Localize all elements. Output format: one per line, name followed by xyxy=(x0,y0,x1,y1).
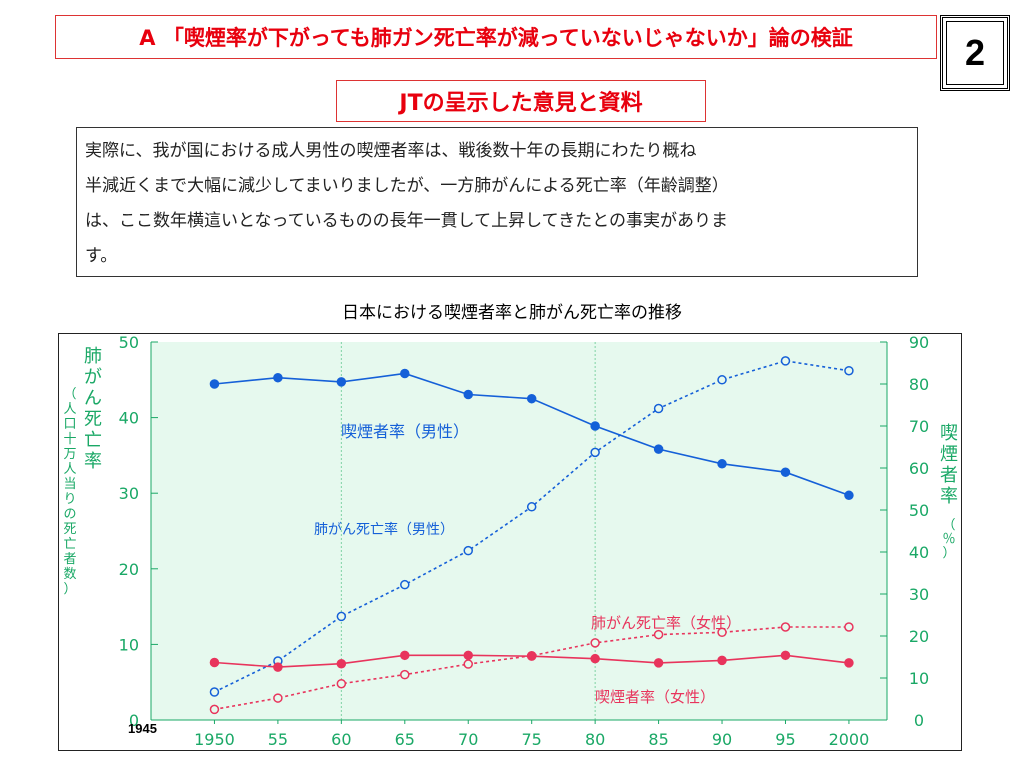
data-point xyxy=(590,638,600,648)
right-tick-label: 60 xyxy=(909,459,929,478)
x-tick-label: 90 xyxy=(712,730,732,749)
data-point xyxy=(463,659,473,669)
data-point xyxy=(273,372,283,383)
data-point xyxy=(844,365,854,376)
slide-title: A 「喫煙率が下がっても肺ガン死亡率が減っていないじゃないか」論の検証 xyxy=(55,15,937,59)
series-label: 喫煙者率（女性） xyxy=(595,688,715,706)
quote-line: 実際に、我が国における成人男性の喫煙者率は、戦後数十年の長期にわたり概ね xyxy=(85,141,697,161)
data-point xyxy=(717,459,727,469)
right-tick-label: 70 xyxy=(909,417,929,436)
x-tick-label: 65 xyxy=(395,730,415,749)
plot-area xyxy=(151,342,887,720)
data-point xyxy=(209,704,220,715)
chart-title: 日本における喫煙者率と肺がん死亡率の推移 xyxy=(342,303,682,323)
data-point xyxy=(717,655,727,666)
page-number: 2 xyxy=(940,15,1010,91)
data-point xyxy=(844,622,854,632)
right-tick-label: 30 xyxy=(909,585,929,604)
data-point xyxy=(780,622,791,632)
data-point xyxy=(590,421,600,431)
data-point xyxy=(400,579,410,590)
x-tick-label: 75 xyxy=(522,730,542,749)
series-label: 肺がん死亡率（女性） xyxy=(591,614,741,632)
data-point xyxy=(844,490,854,501)
quote-line: 半減近くまで大幅に減少してまいりましたが、一方肺がんによる死亡率（年齢調整） xyxy=(85,176,729,196)
data-point xyxy=(717,375,727,385)
data-point xyxy=(209,657,220,668)
quote-line: は、ここ数年横這いとなっているものの長年一貫して上昇してきたとの事実がありま xyxy=(85,211,728,231)
right-tick-label: 20 xyxy=(909,627,929,646)
data-point xyxy=(590,653,600,664)
x-tick-label: 1950 xyxy=(194,730,235,749)
data-point xyxy=(653,444,664,454)
quote-line: す。 xyxy=(85,246,118,266)
quote-box: 実際に、我が国における成人男性の喫煙者率は、戦後数十年の長期にわたり概ね 半減近… xyxy=(76,127,918,277)
data-point xyxy=(653,658,664,668)
data-point xyxy=(463,389,473,400)
left-tick-label: 30 xyxy=(119,484,139,503)
data-point xyxy=(209,379,220,389)
data-point xyxy=(463,650,473,661)
series-label: 喫煙者率（男性） xyxy=(341,422,469,441)
right-tick-label: 40 xyxy=(909,543,929,562)
data-point xyxy=(526,393,537,404)
x-start-label: 1945 xyxy=(128,721,157,736)
data-point xyxy=(400,650,410,661)
data-point xyxy=(590,447,600,458)
left-tick-label: 10 xyxy=(119,635,139,654)
left-tick-label: 20 xyxy=(119,560,139,579)
left-axis-title: 肺がん死亡率 xyxy=(84,346,102,472)
data-point xyxy=(400,368,410,379)
right-axis-subtitle: （％） xyxy=(942,518,955,561)
data-point xyxy=(780,467,791,477)
right-tick-label: 50 xyxy=(909,501,929,520)
data-point xyxy=(336,658,347,669)
x-tick-label: 2000 xyxy=(829,730,870,749)
data-point xyxy=(780,356,791,366)
right-tick-label: 80 xyxy=(909,375,929,394)
data-point xyxy=(209,687,220,697)
x-tick-label: 80 xyxy=(585,730,605,749)
x-tick-label: 95 xyxy=(775,730,795,749)
data-point xyxy=(336,611,347,622)
data-point xyxy=(273,662,283,672)
line-chart: 0 10 20 30 40 50 0 10 20 30 40 50 60 70 80 90 1950 55 60 65… xyxy=(63,334,958,749)
right-tick-label: 0 xyxy=(914,711,924,730)
left-axis-subtitle: （人口十万人当りの死亡者数） xyxy=(63,387,76,597)
x-tick-label: 85 xyxy=(648,730,668,749)
data-point xyxy=(844,658,854,668)
data-point xyxy=(463,545,473,556)
chart-frame: 0 10 20 30 40 50 0 10 20 30 40 50 60 70 80 90 1950 55 60 65… xyxy=(58,333,962,751)
series-line xyxy=(214,626,849,711)
series-label: 肺がん死亡率（男性） xyxy=(314,521,454,538)
x-tick-label: 55 xyxy=(268,730,288,749)
data-point xyxy=(653,403,664,414)
data-point xyxy=(273,693,283,703)
data-point xyxy=(526,502,537,512)
left-tick-label: 0 xyxy=(129,711,139,730)
left-tick-label: 50 xyxy=(119,334,139,352)
data-point xyxy=(336,678,347,689)
x-tick-label: 70 xyxy=(458,730,478,749)
data-point xyxy=(336,377,347,387)
right-tick-label: 90 xyxy=(909,334,929,352)
right-axis-title: 喫煙者率 xyxy=(940,423,958,507)
data-point xyxy=(653,629,664,640)
data-point xyxy=(400,669,410,680)
left-tick-label: 40 xyxy=(119,409,139,428)
x-tick-label: 60 xyxy=(331,730,351,749)
right-tick-label: 10 xyxy=(909,669,929,688)
data-point xyxy=(526,651,537,661)
slide-subtitle: JTの呈示した意見と資料 xyxy=(336,80,706,122)
data-point xyxy=(780,650,791,661)
data-point xyxy=(717,627,727,638)
